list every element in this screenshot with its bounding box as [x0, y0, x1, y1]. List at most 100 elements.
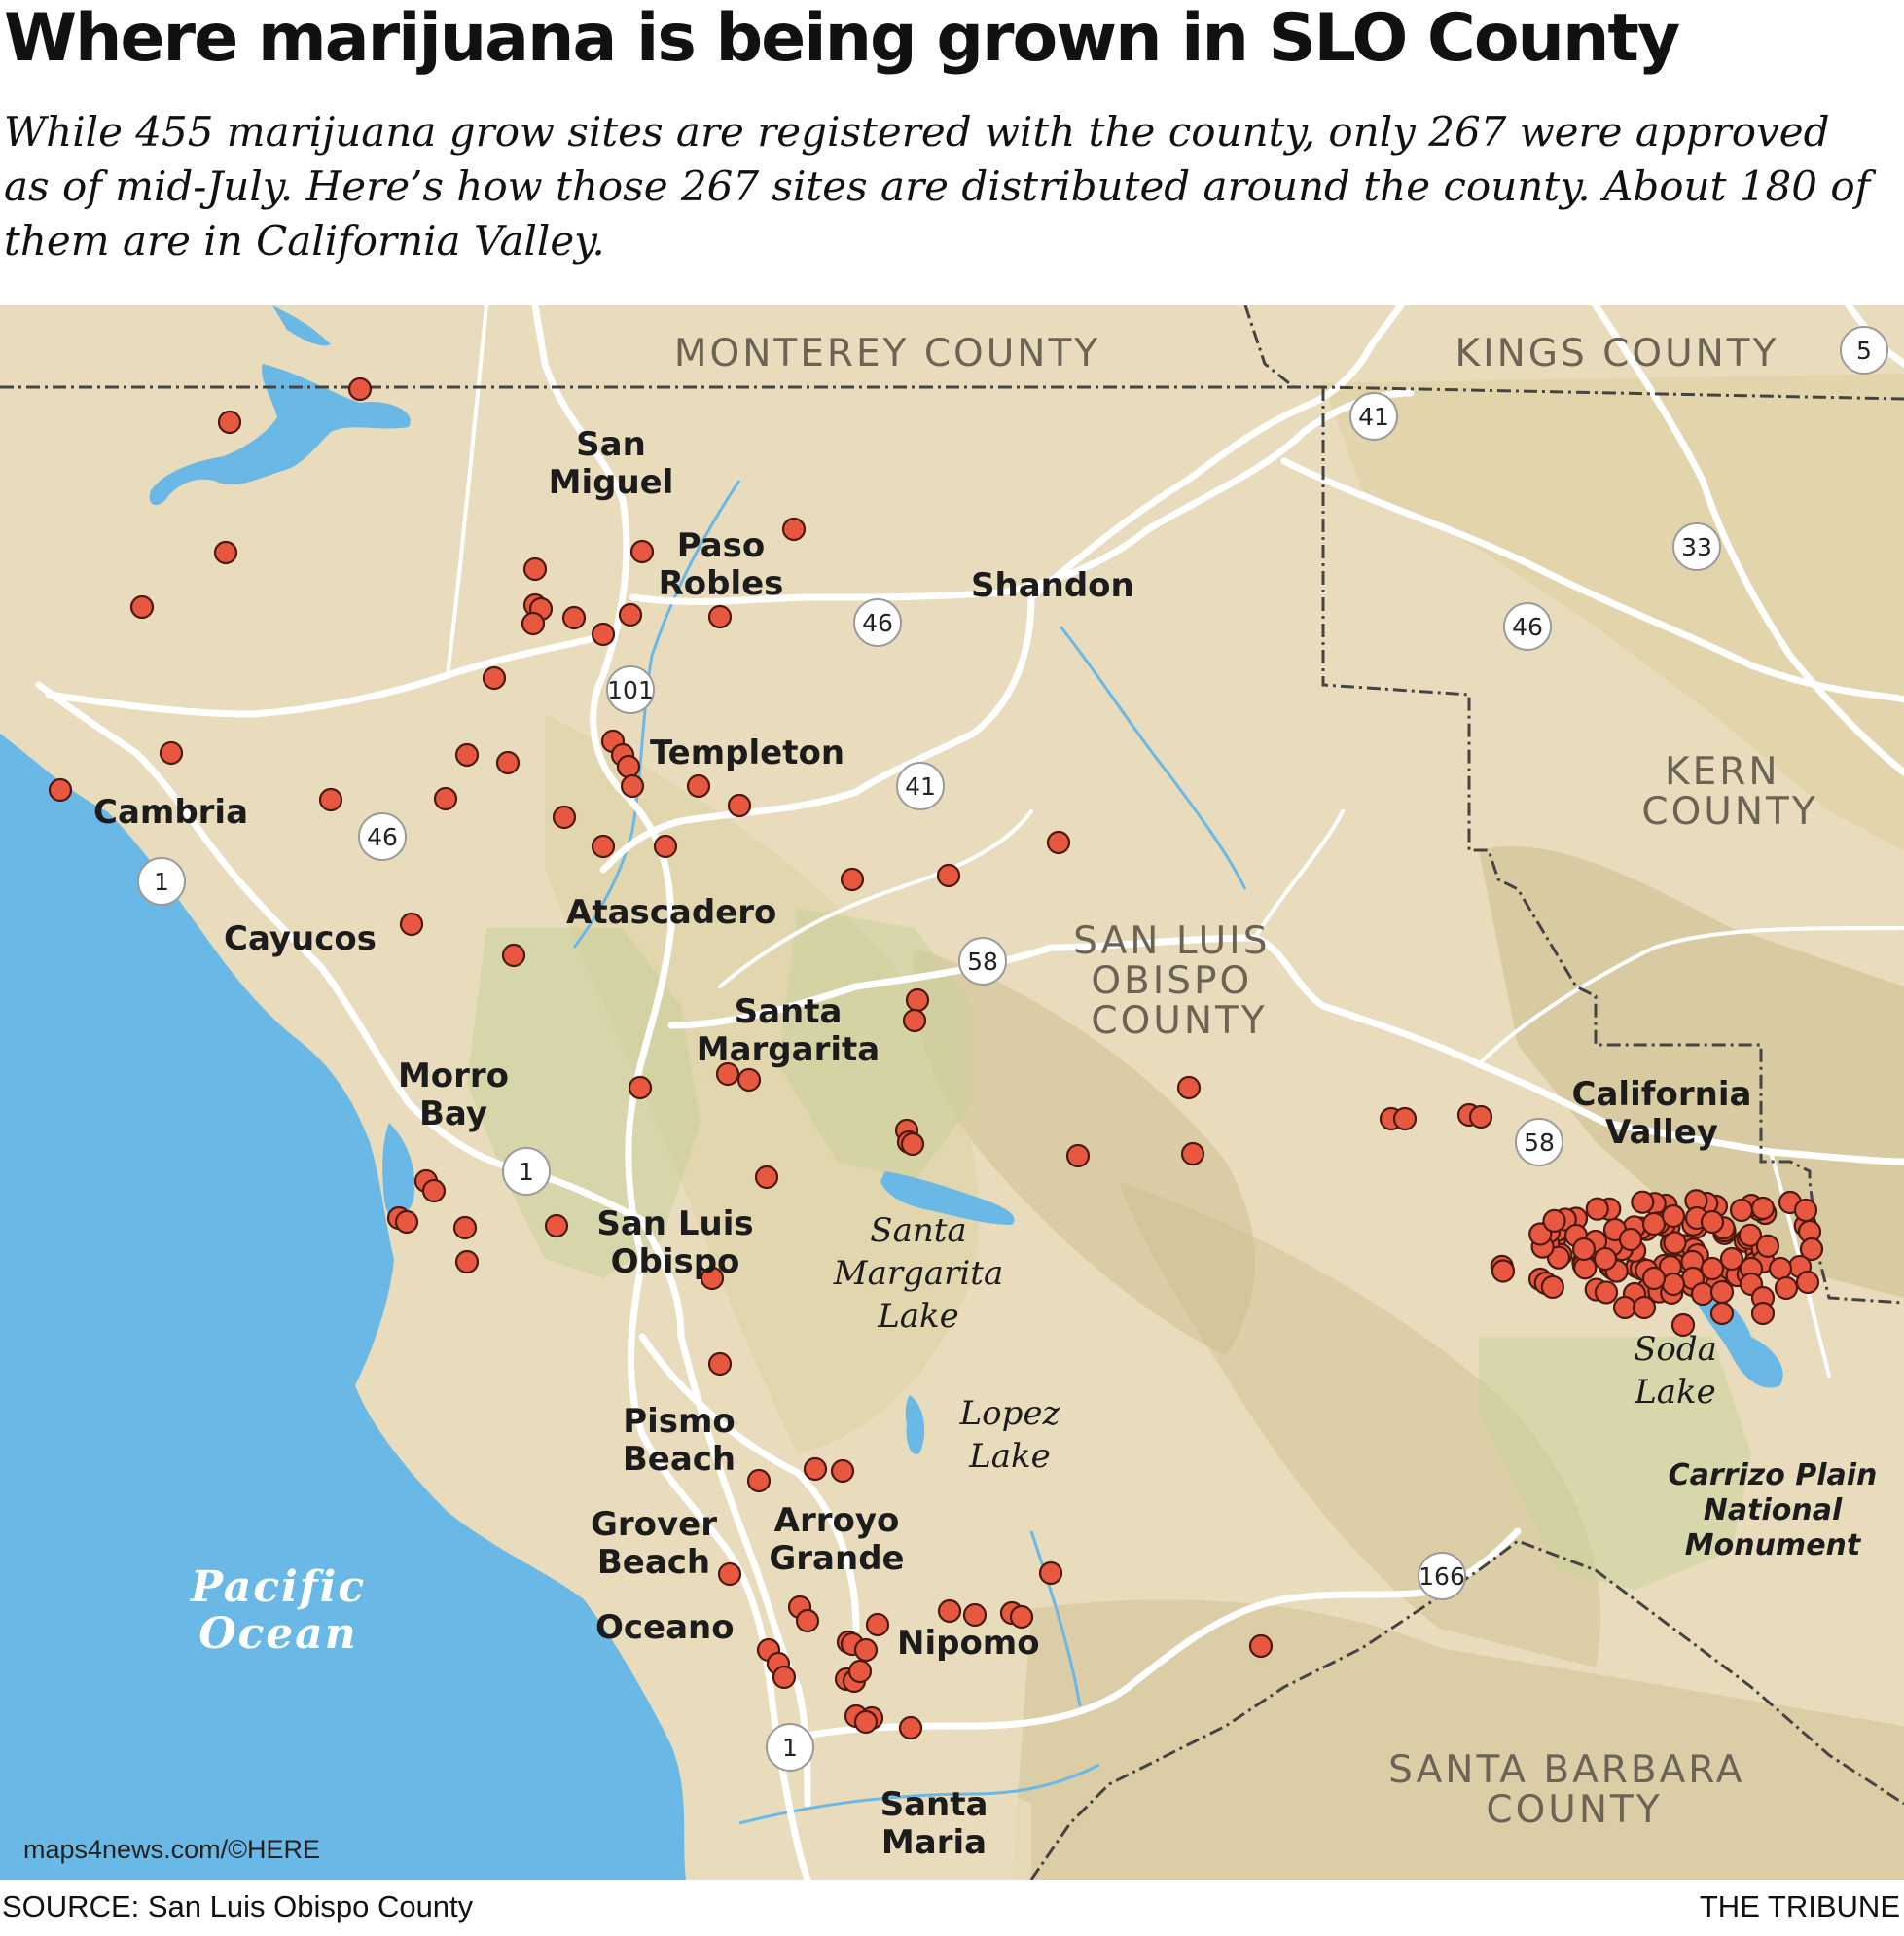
shield-circle [853, 598, 902, 647]
label-nipomo: Nipomo [897, 1624, 1040, 1663]
grow-site-marker [781, 517, 807, 542]
grow-site-marker [628, 1075, 653, 1100]
grow-site-marker [1709, 1301, 1735, 1326]
highway-41-south [599, 593, 1035, 874]
grow-site-marker [1670, 1312, 1696, 1338]
slo-l1: San Luis [596, 1204, 753, 1243]
grow-site-marker [1612, 1295, 1637, 1320]
map-subtitle: While 455 marijuana grow sites are regis… [4, 108, 1871, 265]
highway-58 [667, 934, 1904, 1165]
grow-site-marker [700, 1266, 725, 1291]
highway-33 [1592, 305, 1904, 776]
grow-site-marker [715, 1061, 740, 1087]
sl-l1: Soda [1634, 1330, 1717, 1369]
grow-site-marker [1795, 1270, 1820, 1295]
grow-site-marker [1542, 1208, 1566, 1233]
label-lopez-lake: Lopez Lake [959, 1394, 1061, 1476]
label-pismo-beach: Pismo Beach [623, 1402, 736, 1479]
sml-l3: Lake [877, 1297, 959, 1336]
grow-site-marker [495, 750, 521, 775]
sml-l2: Margarita [833, 1254, 1003, 1293]
gb-l1: Grover [591, 1505, 717, 1544]
grow-site-marker [433, 786, 458, 811]
santa-maria-river [738, 1763, 1100, 1825]
grow-site-marker [1176, 1075, 1202, 1100]
grow-site-marker [347, 376, 373, 402]
grow-site-marker [521, 611, 546, 636]
highway-shield-1: 1 [137, 857, 186, 906]
grow-site-marker [1540, 1274, 1564, 1300]
grow-site-marker [1631, 1190, 1655, 1214]
highway-shields: 5 41 33 46 46 46 101 41 1 58 58 1 166 1 [137, 326, 1888, 1772]
grow-site-marker [754, 1165, 779, 1190]
lake-san-antonio [272, 305, 331, 346]
eastern-range [1479, 846, 1904, 1298]
label-santa-maria: Santa Maria [880, 1785, 988, 1862]
cv-l1: California [1572, 1075, 1752, 1114]
shield-circle [1672, 522, 1721, 571]
place-labels: San Miguel Paso Robles Shandon Templeton C… [93, 425, 1751, 1862]
highway-41-north [1027, 305, 1405, 601]
grow-site-marker [1585, 1197, 1609, 1221]
grow-site-marker [1491, 1259, 1516, 1283]
highway-shield-46: 46 [853, 598, 902, 647]
county-labels: MONTEREY COUNTY KINGS COUNTY KERN COUNTY… [674, 332, 1815, 1832]
highway-46-kern [1280, 457, 1904, 703]
label-san-miguel: San Miguel [549, 425, 674, 502]
label-santa-margarita: Santa Margarita [697, 992, 880, 1069]
grow-site-marker [1700, 1209, 1725, 1235]
label-carrizo-plain: Carrizo Plain National Monument [1669, 1458, 1878, 1562]
grow-site-marker [1038, 1560, 1063, 1586]
highway-shield-58: 58 [1515, 1118, 1563, 1166]
monterey-county-label: MONTEREY COUNTY [674, 332, 1100, 376]
grow-site-marker [1719, 1246, 1744, 1272]
local-road-3 [1477, 926, 1904, 1066]
shield-number: 46 [1512, 613, 1543, 641]
highway-46-east [629, 389, 1415, 605]
highway-shield-46: 46 [358, 812, 407, 861]
grow-site-marker [129, 594, 155, 620]
grow-site-marker [727, 793, 752, 818]
grow-site-marker [1468, 1104, 1493, 1129]
grow-site-marker [900, 1131, 925, 1157]
grow-site-marker [318, 787, 343, 812]
grow-site-marker [1750, 1301, 1776, 1326]
cp-l2: National [1704, 1493, 1843, 1527]
ll-l2: Lake [968, 1437, 1051, 1476]
grow-site-marker [936, 863, 961, 888]
santa-margarita-lake-water [880, 1171, 1015, 1225]
label-grover-beach: Grover Beach [591, 1505, 717, 1582]
grow-site-marker [561, 605, 587, 630]
label-pacific-ocean: Pacific Ocean [189, 1562, 366, 1659]
slo-county-label: SAN LUIS OBISPO COUNTY [1073, 919, 1285, 1043]
san-miguel-l2: Miguel [549, 463, 674, 502]
pacific-ocean [0, 734, 686, 1880]
grow-site-marker [853, 1637, 879, 1663]
grow-site-markers [48, 376, 1824, 1740]
monterey-border [0, 385, 1904, 401]
grow-site-marker [1641, 1266, 1667, 1291]
shield-number: 5 [1856, 337, 1872, 365]
cp-l3: Monument [1685, 1528, 1862, 1562]
grow-site-marker [1709, 1279, 1735, 1305]
highway-shield-1: 1 [766, 1723, 814, 1772]
label-soda-lake: Soda Lake [1634, 1330, 1717, 1412]
park-land-3 [1479, 1337, 1751, 1590]
shield-number: 1 [782, 1734, 798, 1762]
pb-l2: Beach [623, 1440, 736, 1479]
shield-circle [1418, 1552, 1466, 1600]
paso-l1: Paso [677, 526, 766, 565]
lake-nacimiento [149, 364, 411, 506]
label-california-valley: California Valley [1572, 1075, 1752, 1152]
ll-l1: Lopez [959, 1394, 1061, 1433]
kings-county-label: KINGS COUNTY [1455, 332, 1779, 376]
slo-l2: Obispo [611, 1242, 740, 1281]
lopez-lake-water [905, 1395, 925, 1454]
estrella-river [1059, 626, 1247, 890]
shield-number: 46 [862, 609, 893, 637]
grow-site-marker [48, 777, 73, 803]
grow-site-marker [501, 943, 526, 968]
sb-line-2: COUNTY [1486, 1788, 1662, 1832]
highway-46-west [45, 632, 607, 718]
shield-number: 58 [967, 948, 998, 976]
